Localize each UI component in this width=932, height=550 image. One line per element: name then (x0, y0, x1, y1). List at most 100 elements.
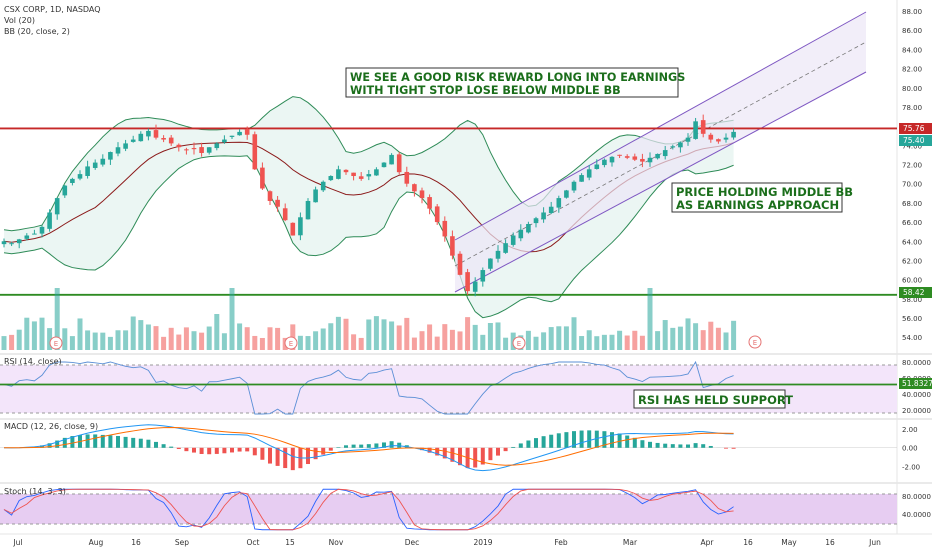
macd-histogram-bar (214, 447, 219, 454)
time-axis-tick: Dec (405, 538, 420, 547)
time-axis-tick: Aug (89, 538, 104, 547)
bb-upper-line (3, 96, 734, 232)
macd-axis-tick: 0.00 (902, 445, 918, 453)
candle-body (457, 253, 463, 275)
annotation-box-risk-reward (345, 67, 679, 98)
volume-bar (62, 328, 68, 350)
volume-bar (168, 327, 174, 350)
candle-body (328, 176, 334, 181)
candle-body (199, 147, 204, 153)
volume-bar (153, 326, 159, 350)
volume-bar (54, 288, 60, 350)
support-price-label: 58.42 (903, 288, 925, 297)
stoch-background (0, 494, 897, 524)
volume-bar (343, 318, 349, 350)
macd-histogram-bar (100, 434, 105, 448)
volume-bar (9, 334, 15, 350)
price-axis-tick: 74.00 (902, 142, 922, 150)
volume-bar (556, 326, 562, 350)
volume-bar (107, 336, 113, 350)
volume-bar (715, 327, 721, 350)
macd-histogram-bar (556, 433, 561, 448)
price-axis-tick: 68.00 (902, 200, 922, 208)
volume-bar (472, 324, 478, 350)
volume-bar (677, 326, 683, 350)
macd-histogram-bar (572, 431, 576, 448)
macd-histogram-bar (640, 440, 645, 448)
candle-body (662, 150, 668, 157)
candle-body (708, 134, 714, 140)
macd-histogram-bar (435, 447, 440, 456)
time-axis-tick: Feb (554, 538, 568, 547)
macd-histogram-bar (564, 432, 569, 448)
volume-bar (206, 326, 212, 350)
macd-histogram-bar (602, 431, 607, 448)
macd-histogram-bar (40, 445, 44, 448)
volume-bar (123, 330, 129, 350)
candle-body (77, 174, 83, 179)
macd-histogram-bar (511, 446, 516, 448)
macd-histogram-bar (62, 437, 67, 448)
rsi-support-label: 51.8327 (902, 379, 932, 388)
last-price-tag (899, 135, 932, 146)
macd-histogram-bar (199, 447, 204, 454)
price-axis-tick: 66.00 (902, 219, 922, 227)
candle-body (617, 154, 622, 156)
candle-body (586, 169, 592, 178)
last-price-label: 75.40 (903, 136, 925, 145)
volume-bar (533, 336, 539, 350)
candle-body (260, 167, 265, 189)
channel-upper-line (454, 11, 867, 241)
resistance-price-label: 75.76 (903, 124, 925, 133)
volume-bar (617, 330, 623, 350)
candle-body (305, 200, 311, 220)
volume-bar (199, 332, 205, 350)
volume-bar (130, 316, 136, 350)
rsi-axis-tick: 40.0000 (902, 391, 931, 399)
macd-histogram-bar (366, 444, 371, 448)
volume-bar (214, 314, 220, 350)
volume-bar (563, 326, 569, 350)
macd-histogram-bar (93, 434, 98, 448)
volume-bar (145, 324, 151, 350)
candle-body (153, 130, 159, 138)
volume-bar (624, 335, 630, 350)
price-axis-tick: 62.00 (902, 257, 922, 265)
candle-body (184, 149, 189, 151)
candle-body (1, 241, 7, 245)
earnings-marker-icon (49, 336, 63, 350)
volume-bar (647, 288, 653, 350)
time-axis-tick: Nov (329, 538, 344, 547)
macd-histogram-bar (594, 430, 599, 448)
volume-bar (655, 331, 661, 350)
volume-bar (1, 336, 7, 350)
macd-histogram-bar (146, 439, 151, 448)
macd-axis-tick: -2.00 (902, 464, 920, 472)
volume-bar (229, 288, 235, 350)
volume-bar (373, 316, 379, 350)
volume-bar (708, 321, 714, 350)
volume-bar (47, 328, 53, 350)
volume-bar (594, 336, 600, 350)
candle-body (206, 147, 212, 153)
macd-histogram-bar (686, 444, 690, 448)
volume-bar (138, 320, 144, 350)
volume-bar (77, 318, 83, 350)
macd-histogram-bar (427, 447, 432, 453)
volume-bar (548, 327, 554, 350)
candle-body (541, 212, 546, 220)
volume-bar (525, 330, 531, 350)
annotation-risk-reward-line1: WE SEE A GOOD RISK REWARD LONG INTO EARN… (350, 71, 685, 84)
macd-histogram-bar (55, 440, 60, 448)
candle-body (556, 198, 562, 208)
candle-body (16, 239, 22, 244)
candle-body (571, 181, 577, 191)
macd-histogram-bar (541, 436, 546, 448)
macd-histogram-bar (442, 447, 447, 459)
macd-histogram-bar (123, 436, 128, 448)
volume-bar (191, 331, 197, 350)
candle-body (146, 130, 151, 137)
annotation-rsi-support: RSI HAS HELD SUPPORT (638, 393, 793, 407)
rsi-support-tag (899, 378, 932, 389)
volume-bar (465, 317, 471, 350)
